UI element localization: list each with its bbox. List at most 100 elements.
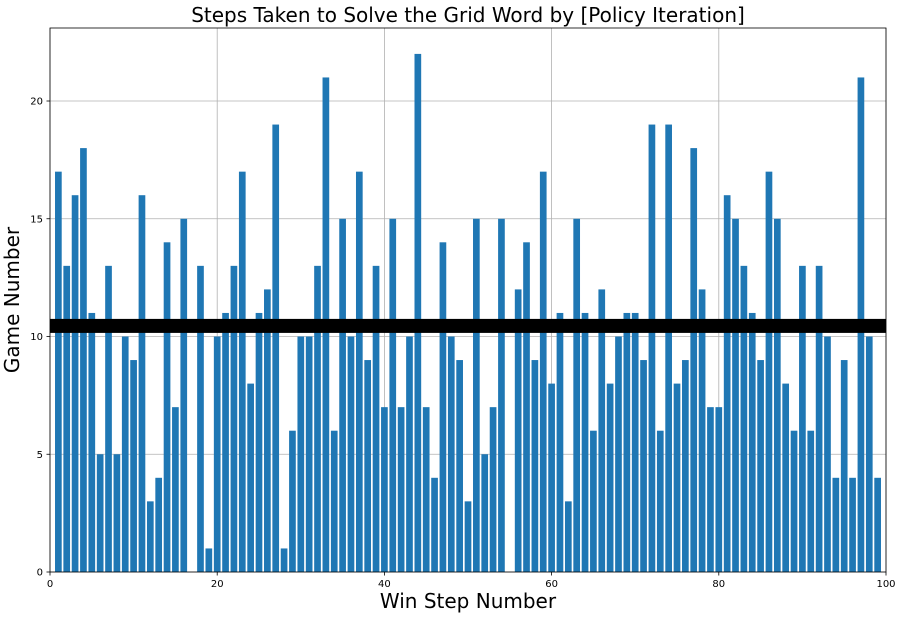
bar [498, 218, 505, 573]
bar [740, 265, 748, 572]
bar [606, 383, 614, 572]
y-tick-label: 0 [37, 568, 43, 579]
bar [790, 430, 798, 572]
bar [80, 148, 87, 573]
bar [105, 265, 112, 572]
bar [247, 383, 254, 572]
bar [397, 407, 405, 572]
bar [163, 242, 171, 572]
bar [172, 407, 179, 572]
bar [715, 407, 723, 572]
mean-line [50, 318, 886, 333]
bar [272, 124, 280, 573]
gridlines [49, 28, 887, 573]
bar [297, 336, 305, 572]
bar [456, 360, 463, 572]
x-tick-label: 80 [712, 579, 725, 590]
bar [238, 171, 246, 572]
bar [414, 53, 422, 572]
bar [757, 360, 764, 572]
bar [330, 430, 338, 572]
bar [55, 171, 62, 572]
bar [339, 218, 346, 573]
x-tick-label: 60 [545, 579, 558, 590]
bar [523, 242, 530, 572]
bar [406, 336, 413, 572]
bar [63, 265, 71, 572]
bar [673, 383, 681, 572]
bar [698, 289, 706, 572]
bar [71, 195, 79, 572]
bar [280, 548, 288, 572]
bar [389, 218, 397, 573]
bar [355, 171, 363, 572]
bar [598, 289, 606, 572]
bar [121, 336, 129, 572]
bar [88, 312, 96, 572]
y-tick-label: 20 [30, 97, 43, 108]
x-tick-label: 100 [876, 579, 895, 590]
bar [556, 312, 564, 572]
y-tick-label: 15 [30, 214, 43, 225]
bar [381, 407, 388, 572]
plot-frame [49, 27, 887, 573]
bar [849, 477, 856, 572]
bar [765, 171, 773, 572]
bar [197, 265, 204, 572]
x-tick-label: 40 [378, 579, 391, 590]
bar [514, 289, 522, 572]
bar [690, 148, 698, 573]
ticks-group: 0 20 40 60 80 100 0 5 10 15 20 [30, 97, 895, 590]
bar [96, 454, 104, 572]
bar [623, 312, 631, 572]
bar [113, 454, 121, 572]
y-axis-label: Game Number [0, 226, 24, 373]
bar [807, 430, 815, 572]
bar [489, 407, 497, 572]
bar [581, 312, 589, 572]
x-axis-label: Win Step Number [380, 589, 557, 613]
bar [748, 312, 756, 572]
bar [615, 336, 622, 572]
bar [732, 218, 739, 573]
bar [213, 336, 221, 572]
bar [539, 171, 547, 572]
bar [665, 124, 672, 573]
bar [422, 407, 430, 572]
bar [439, 242, 447, 572]
bar [230, 265, 238, 572]
bar [648, 124, 656, 573]
bar [590, 430, 597, 572]
bar [723, 195, 731, 572]
bar [874, 477, 881, 572]
bar [815, 265, 823, 572]
bar [205, 548, 213, 572]
y-tick-label: 10 [30, 332, 43, 343]
x-tick-label: 0 [47, 579, 53, 590]
bar [531, 360, 539, 572]
bar [464, 501, 472, 572]
bar [447, 336, 455, 572]
bar [799, 265, 806, 572]
bar [146, 501, 154, 572]
bar [264, 289, 271, 572]
bar [431, 477, 438, 572]
bar [347, 336, 355, 572]
bar [840, 360, 848, 572]
bar [180, 218, 188, 573]
bar [372, 265, 380, 572]
x-tick-label: 20 [211, 579, 224, 590]
bar [255, 312, 263, 572]
bar [473, 218, 480, 573]
bar [314, 265, 321, 572]
bar [481, 454, 489, 572]
bar [564, 501, 572, 572]
bar [305, 336, 313, 572]
bar [548, 383, 555, 572]
bar [773, 218, 781, 573]
bar [782, 383, 790, 572]
bar [832, 477, 840, 572]
y-tick-label: 5 [37, 450, 43, 461]
bar [222, 312, 229, 572]
